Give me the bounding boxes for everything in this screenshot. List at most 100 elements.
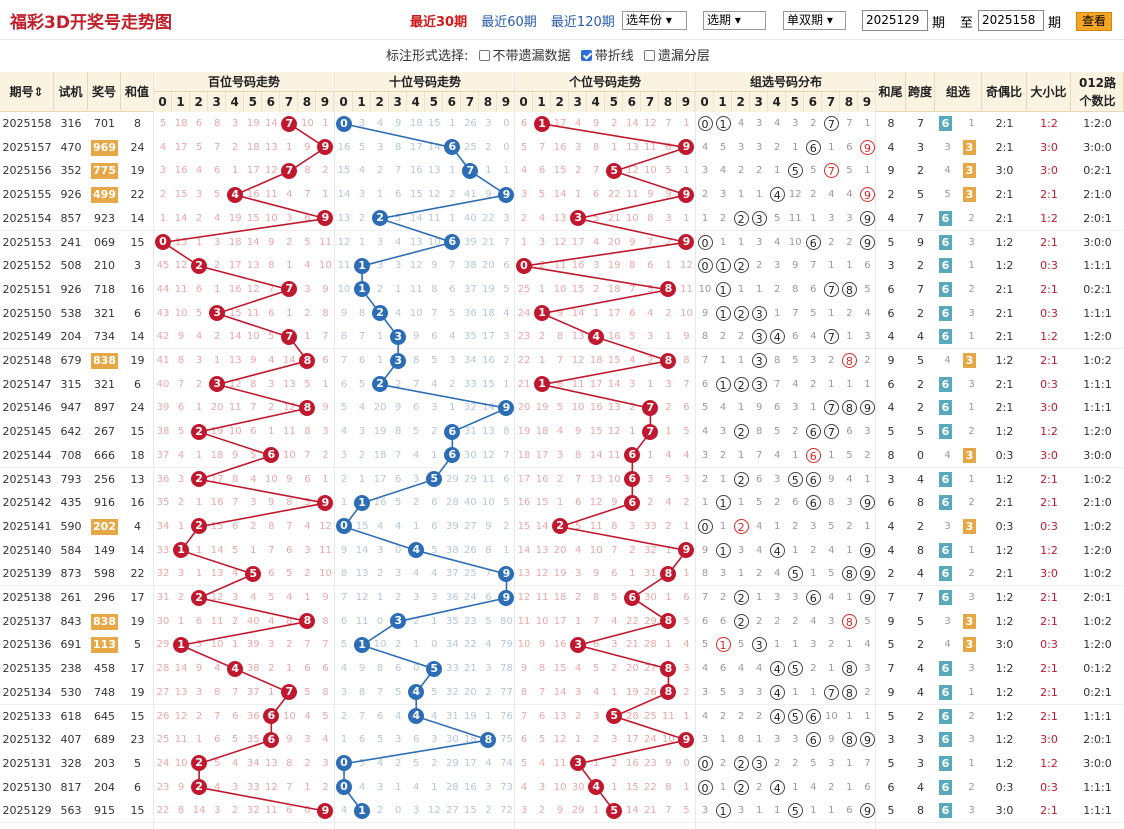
range-60-link[interactable]: 最近60期	[481, 15, 537, 30]
omission-value: 4	[413, 449, 420, 461]
omission-value: 41	[464, 189, 477, 201]
omission-value: 5	[213, 757, 221, 769]
omission-value: 13	[571, 331, 585, 343]
period-header[interactable]: 期号⇕	[0, 72, 54, 112]
omission-value: 22	[517, 355, 531, 366]
big-small-cell: 2:1	[1040, 591, 1058, 604]
tail-cell: 3	[887, 733, 895, 747]
omission-value: 16	[174, 165, 188, 177]
group-ball-highlight: 2	[733, 518, 749, 534]
omission-value: 33	[644, 520, 657, 532]
omission-value: 15	[409, 189, 423, 201]
omission-value: 8	[213, 686, 221, 698]
omission-value: 4	[413, 568, 420, 580]
omission-value: 9	[268, 497, 275, 509]
omission-value: 4	[268, 355, 275, 366]
group-ball: 6	[805, 424, 821, 440]
range-30-link[interactable]: 最近30期	[410, 15, 468, 30]
omission-value: 3	[340, 686, 348, 698]
omission-value: 15	[553, 663, 567, 675]
period-cell: 2025146	[2, 401, 52, 415]
omission-value: 1	[268, 686, 275, 698]
group-omission: 2	[792, 615, 799, 627]
odd-even-cell: 1:2	[995, 472, 1014, 486]
omission-value: 8	[358, 686, 366, 698]
omission-value: 4	[213, 781, 221, 793]
group-omission: 1	[792, 686, 799, 698]
prize-cell: 838	[91, 613, 118, 630]
omission-value: 18	[228, 236, 242, 248]
omission-value: 4	[683, 449, 690, 461]
road012-cell: 2:1:0	[1083, 496, 1112, 510]
omission-value: 5	[665, 473, 672, 485]
query-button[interactable]: 查看	[1076, 12, 1112, 31]
group-omission: 1	[846, 260, 853, 272]
group-ball: 6	[805, 495, 821, 511]
group-omission: 9	[828, 734, 835, 746]
draw-ball: 2	[191, 257, 208, 274]
omission-value: 36	[246, 710, 260, 722]
omission-value: 3	[538, 781, 546, 793]
period-select[interactable]: 选期 ▾	[703, 11, 766, 30]
group-omission: 3	[774, 734, 781, 746]
omission-value: 10	[319, 260, 332, 272]
group-omission: 6	[864, 781, 871, 793]
group-omission: 4	[828, 592, 835, 603]
group-omission: 1	[792, 639, 799, 651]
test-header: 试机	[54, 72, 88, 112]
draw-ball: 1	[354, 257, 371, 274]
omission-value: 13	[553, 710, 567, 722]
omission-value: 7	[304, 189, 311, 201]
omission-value: 8	[268, 260, 275, 272]
test-cell: 584	[60, 543, 82, 557]
omission-value: 12	[644, 118, 657, 129]
omission-value: 12	[174, 710, 188, 722]
omission-value: 11	[319, 544, 332, 556]
group-omission: 2	[719, 592, 727, 603]
group-omission: 8	[701, 568, 709, 580]
parity-select[interactable]: 单双期 ▾	[783, 11, 846, 30]
omission-value: 12	[228, 378, 242, 390]
group-ball: 3	[751, 329, 767, 345]
tail-cell: 3	[887, 259, 895, 273]
omission-value: 12	[482, 449, 495, 461]
omission-value: 10	[174, 307, 188, 319]
group-omission: 1	[755, 189, 763, 201]
to-period-input[interactable]: 2025158	[978, 10, 1044, 31]
omission-value: 9	[340, 307, 348, 319]
polyline-checkbox[interactable]	[580, 50, 592, 61]
group-omission: 1	[737, 497, 745, 509]
omission-value: 30	[644, 592, 657, 603]
shi-digit-header: 8	[479, 92, 498, 112]
omission-value: 5	[538, 734, 546, 746]
omission-value: 9	[593, 568, 600, 580]
group-type-omission: 3	[944, 141, 951, 153]
shi-digit-header: 2	[371, 92, 390, 112]
omission-value: 4	[304, 710, 311, 722]
group-omission: 5	[810, 165, 817, 177]
group-omission: 1	[846, 639, 853, 651]
omission-value: 1	[340, 734, 348, 746]
prize-cell: 202	[91, 518, 118, 535]
road012-cell: 1:0:2	[1083, 519, 1112, 533]
omission-value: 5	[322, 710, 329, 722]
omission-value: 14	[210, 544, 224, 556]
shi-digit-header: 5	[425, 92, 444, 112]
group-omission: 1	[828, 449, 835, 461]
year-select[interactable]: 选年份 ▾	[622, 11, 687, 30]
layered-omission-checkbox[interactable]	[643, 50, 655, 61]
range-120-link[interactable]: 最近120期	[550, 15, 615, 30]
group-omission: 1	[719, 355, 727, 366]
omission-value: 2	[358, 449, 366, 461]
no-omission-checkbox[interactable]	[478, 50, 490, 61]
omission-value: 29	[156, 639, 170, 651]
sum-cell: 14	[130, 543, 145, 557]
ge-digit-header: 1	[533, 92, 552, 112]
omission-value: 6	[431, 497, 438, 509]
omission-value: 11	[571, 378, 585, 390]
omission-value: 5	[304, 378, 311, 390]
from-period-input[interactable]: 2025129	[862, 10, 928, 31]
draw-ball: 1	[354, 636, 371, 653]
group-omission: 5	[864, 615, 871, 627]
group-type-cell: 3	[963, 353, 976, 368]
